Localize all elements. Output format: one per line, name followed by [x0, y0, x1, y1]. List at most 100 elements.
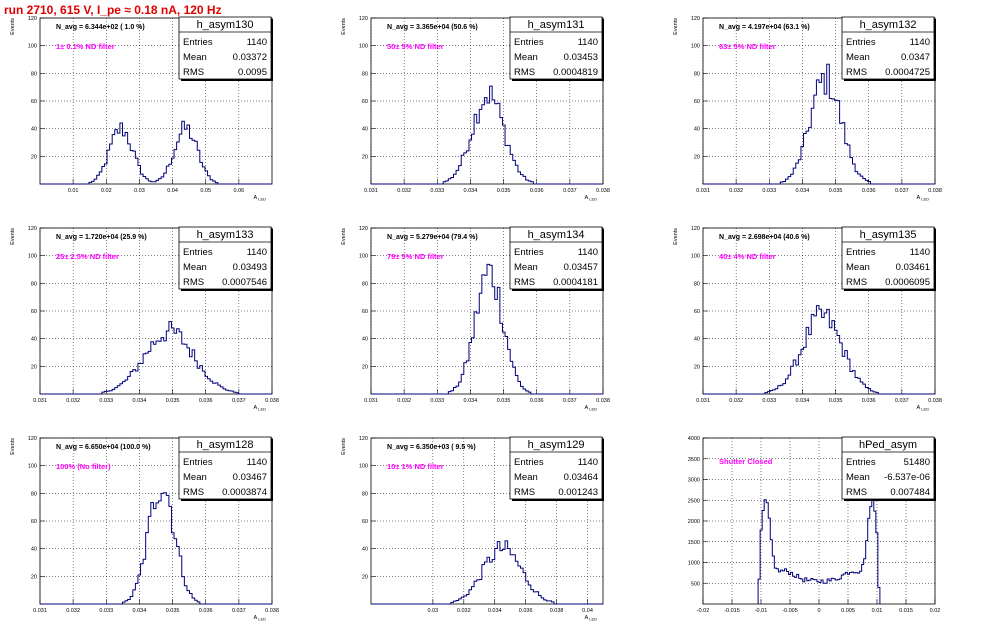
histogram-panel-h_asym133: 0.031 0.032 0.033 0.034 0.035 0.036 0.037 0.038…	[10, 226, 279, 412]
y-tick-label: 120	[359, 436, 368, 442]
stats-label-mean: Mean	[514, 262, 538, 273]
y-tick-label: 40	[31, 337, 37, 343]
y-axis-label: Events	[341, 438, 347, 455]
histogram-line	[40, 120, 272, 185]
x-tick-label: 0.034	[488, 608, 502, 614]
x-axis-label: ALED	[585, 195, 598, 202]
y-tick-label: 120	[28, 16, 37, 22]
stats-label-entries: Entries	[183, 37, 213, 48]
x-tick-label: 0.032	[397, 398, 411, 404]
stats-value-mean: 0.03372	[233, 52, 267, 63]
y-tick-label: 100	[691, 254, 700, 260]
x-tick-label: 0	[817, 608, 820, 614]
navg-label: N_avg = 3.365e+04 (50.6 %)	[387, 24, 478, 31]
y-tick-label: 100	[691, 44, 700, 50]
stats-value-rms: 0.0003874	[222, 487, 267, 498]
y-tick-label: 80	[362, 491, 368, 497]
navg-label: N_avg = 6.344e+02 ( 1.0 %)	[56, 24, 145, 31]
y-tick-label: 80	[31, 491, 37, 497]
x-tick-label: 0.037	[232, 398, 246, 404]
histogram-name: hPed_asym	[859, 439, 917, 451]
histogram-line	[40, 492, 272, 605]
stats-value-mean: 0.03453	[564, 52, 598, 63]
stats-value-mean: 0.03493	[233, 262, 267, 273]
stats-label-mean: Mean	[183, 472, 207, 483]
stats-label-entries: Entries	[514, 457, 544, 468]
y-tick-label: 100	[359, 44, 368, 50]
y-tick-label: 60	[362, 309, 368, 315]
y-tick-label: 3000	[688, 478, 700, 484]
filter-label: 40± 4% ND filter	[719, 252, 776, 261]
y-tick-label: 100	[28, 254, 37, 260]
y-tick-label: 60	[362, 99, 368, 105]
x-tick-label: 0.037	[563, 398, 577, 404]
y-axis-label: Events	[10, 228, 16, 245]
x-tick-label: 0.038	[265, 398, 279, 404]
stats-box: h_asym134 Entries 1140 Mean 0.03457 RMS 0.0004…	[509, 226, 604, 291]
histogram-name: h_asym128	[197, 439, 254, 451]
y-tick-label: 120	[359, 16, 368, 22]
stats-value-mean: 0.03461	[896, 262, 930, 273]
x-tick-label: 0.06	[233, 188, 244, 194]
x-tick-label: 0.037	[563, 188, 577, 194]
navg-label: N_avg = 5.279e+04 (79.4 %)	[387, 234, 478, 241]
x-tick-label: 0.04	[167, 188, 178, 194]
filter-label: 10± 1% ND filter	[387, 462, 444, 471]
y-tick-label: 40	[362, 337, 368, 343]
stats-value-entries: 1140	[578, 37, 598, 48]
stats-label-rms: RMS	[846, 67, 867, 78]
x-axis-label: ALED	[254, 615, 267, 622]
x-tick-label: 0.032	[66, 608, 80, 614]
y-tick-label: 20	[31, 364, 37, 370]
x-tick-label: 0.037	[895, 398, 909, 404]
filter-label: 79± 5% ND filter	[387, 252, 444, 261]
x-tick-label: 0.036	[530, 398, 544, 404]
histogram-name: h_asym132	[860, 19, 917, 31]
y-tick-label: 100	[28, 464, 37, 470]
y-axis-label: Events	[10, 438, 16, 455]
stats-value-mean: -6.537e-06	[884, 472, 930, 483]
histogram-line	[371, 263, 603, 395]
x-tick-label: 0.036	[530, 188, 544, 194]
x-tick-label: 0.038	[596, 188, 610, 194]
stats-value-rms: 0.0004819	[553, 67, 598, 78]
stats-box: h_asym128 Entries 1140 Mean 0.03467 RMS 0.0003…	[178, 436, 273, 501]
x-tick-label: 0.031	[696, 188, 710, 194]
x-tick-label: 0.034	[133, 398, 147, 404]
x-tick-label: 0.033	[762, 188, 776, 194]
stats-value-entries: 1140	[910, 247, 930, 258]
x-tick-label: 0.031	[33, 398, 47, 404]
stats-value-rms: 0.0007546	[222, 277, 267, 288]
y-tick-label: 100	[359, 464, 368, 470]
navg-label: N_avg = 2.698e+04 (40.6 %)	[719, 234, 810, 241]
y-tick-label: 80	[694, 281, 700, 287]
histogram-panel-hPed_asym: -0.02 -0.015 -0.01 -0.005 0 0.005 0.01 0.015 0.0…	[688, 436, 941, 614]
stats-label-rms: RMS	[514, 67, 535, 78]
y-tick-label: 80	[362, 281, 368, 287]
stats-value-mean: 0.03457	[564, 262, 598, 273]
x-tick-label: 0.036	[862, 398, 876, 404]
navg-label: N_avg = 6.350e+03 ( 9.5 %)	[387, 444, 476, 451]
y-tick-label: 120	[691, 16, 700, 22]
stats-label-rms: RMS	[514, 277, 535, 288]
x-tick-label: 0.034	[796, 188, 810, 194]
y-tick-label: 40	[694, 127, 700, 133]
y-axis-label: Events	[673, 18, 679, 35]
y-tick-label: 20	[362, 574, 368, 580]
x-tick-label: 0.036	[862, 188, 876, 194]
y-tick-label: 40	[31, 127, 37, 133]
x-tick-label: 0.032	[729, 398, 743, 404]
x-tick-label: 0.032	[397, 188, 411, 194]
y-axis-label: Events	[673, 228, 679, 245]
y-tick-label: 60	[31, 309, 37, 315]
histogram-panel-h_asym129: 0.03 0.032 0.034 0.036 0.038 0.04 20 40 60 80 100 1…	[341, 436, 604, 622]
y-tick-label: 60	[694, 99, 700, 105]
y-axis-label: Events	[341, 18, 347, 35]
stats-box: h_asym131 Entries 1140 Mean 0.03453 RMS 0.0004…	[509, 16, 604, 81]
x-tick-label: 0.033	[99, 608, 113, 614]
x-axis-label: ALED	[254, 405, 267, 412]
x-tick-label: 0.038	[928, 188, 942, 194]
y-tick-label: 2500	[688, 498, 700, 504]
stats-label-rms: RMS	[514, 487, 535, 498]
y-tick-label: 100	[28, 44, 37, 50]
